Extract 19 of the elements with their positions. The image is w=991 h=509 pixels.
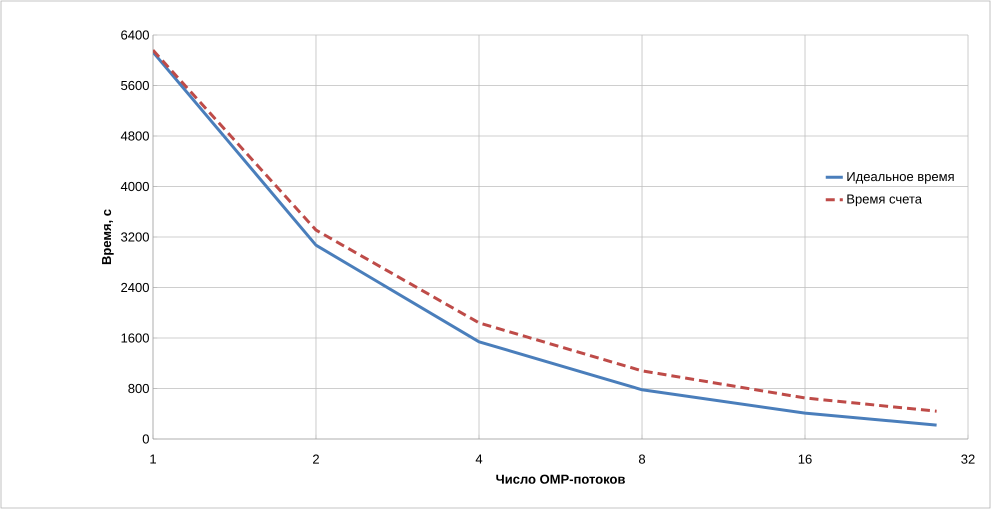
- y-tick-label: 5600: [121, 80, 149, 90]
- y-tick-label: 1600: [122, 333, 149, 343]
- y-tick-label: 2400: [121, 282, 149, 292]
- y-tick-label: 0: [142, 434, 149, 444]
- y-tick-label: 6400: [121, 30, 149, 40]
- y-tick-label: 3200: [121, 232, 149, 242]
- y-tick-label: 800: [128, 384, 149, 394]
- y-tick-label: 4000: [120, 182, 149, 192]
- legend-label: Время счета: [847, 194, 922, 206]
- x-tick-label: 8: [638, 454, 646, 464]
- x-tick-label: 4: [476, 454, 482, 464]
- x-tick-label: 1: [150, 454, 156, 464]
- y-tick-label: 4800: [120, 131, 149, 141]
- y-axis-title: Время, с: [102, 209, 114, 264]
- x-tick-label: 16: [798, 454, 812, 464]
- x-axis-title: Число OMP-потоков: [496, 474, 625, 484]
- legend-label: Идеальное время: [847, 172, 954, 184]
- x-tick-label: 32: [961, 454, 975, 464]
- x-tick-label: 2: [313, 454, 319, 464]
